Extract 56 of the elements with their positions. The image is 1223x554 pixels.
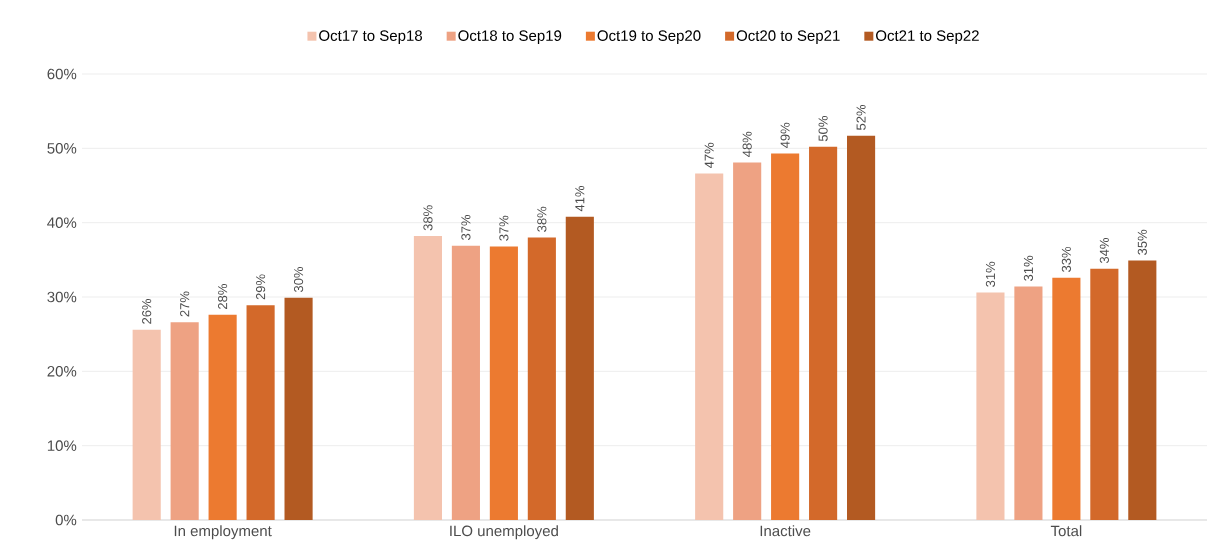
y-tick-label: 40%: [47, 217, 77, 228]
bar: [1014, 286, 1043, 520]
y-tick-label: 60%: [47, 68, 77, 80]
bar: [170, 322, 199, 520]
legend-label: Oct20 to Sep21: [736, 30, 840, 44]
data-label: 37%: [461, 214, 471, 241]
y-tick-label: 20%: [47, 366, 77, 377]
x-tick-label: Total: [1050, 525, 1082, 537]
data-label: 49%: [780, 122, 790, 149]
bar: [733, 162, 762, 520]
data-label: 48%: [742, 131, 752, 157]
x-tick-label: ILO unemployed: [450, 525, 558, 540]
data-label: 35%: [1137, 229, 1147, 255]
data-label: 38%: [423, 205, 433, 231]
bar: [1090, 268, 1119, 520]
legend-label: Oct21 to Sep22: [876, 30, 979, 44]
x-tick-label: Inactive: [760, 525, 811, 537]
bar: [208, 314, 237, 520]
data-label: 27%: [180, 291, 190, 317]
data-label: 50%: [818, 116, 828, 142]
x-tick-label: In employment: [174, 525, 272, 540]
y-tick-label: 50%: [47, 143, 77, 154]
data-label: 41%: [575, 185, 585, 212]
data-label: 33%: [1061, 246, 1071, 272]
bar: [976, 292, 1005, 520]
bar: [695, 173, 724, 520]
bar: [284, 297, 313, 520]
bar: [771, 153, 800, 520]
legend-label: Oct19 to Sep20: [597, 30, 701, 44]
bar: [809, 146, 838, 520]
data-label: 31%: [985, 261, 996, 287]
bar: [413, 236, 442, 520]
bar: [489, 246, 518, 520]
y-tick-label: 10%: [47, 440, 77, 451]
bar: [1128, 260, 1157, 520]
bar: [527, 237, 556, 520]
data-label: 30%: [293, 267, 304, 293]
bar: [451, 245, 480, 520]
y-tick-label: 30%: [47, 291, 77, 303]
data-label: 38%: [537, 206, 547, 232]
data-label: 28%: [218, 284, 228, 309]
bar: [132, 329, 161, 520]
data-label: 31%: [1023, 255, 1034, 281]
bar: [565, 216, 594, 520]
bar: [847, 135, 876, 520]
legend-label: Oct18 to Sep19: [458, 30, 562, 44]
data-label: 37%: [499, 215, 509, 241]
legend-label: Oct17 to Sep18: [319, 30, 422, 44]
data-label: 29%: [255, 274, 266, 300]
data-label: 47%: [704, 142, 714, 169]
bar: [1052, 277, 1081, 520]
data-label: 52%: [856, 104, 866, 130]
data-label: 26%: [142, 298, 152, 324]
bar: [246, 305, 275, 520]
y-tick-label: 0%: [55, 514, 77, 526]
data-label: 34%: [1099, 238, 1109, 264]
